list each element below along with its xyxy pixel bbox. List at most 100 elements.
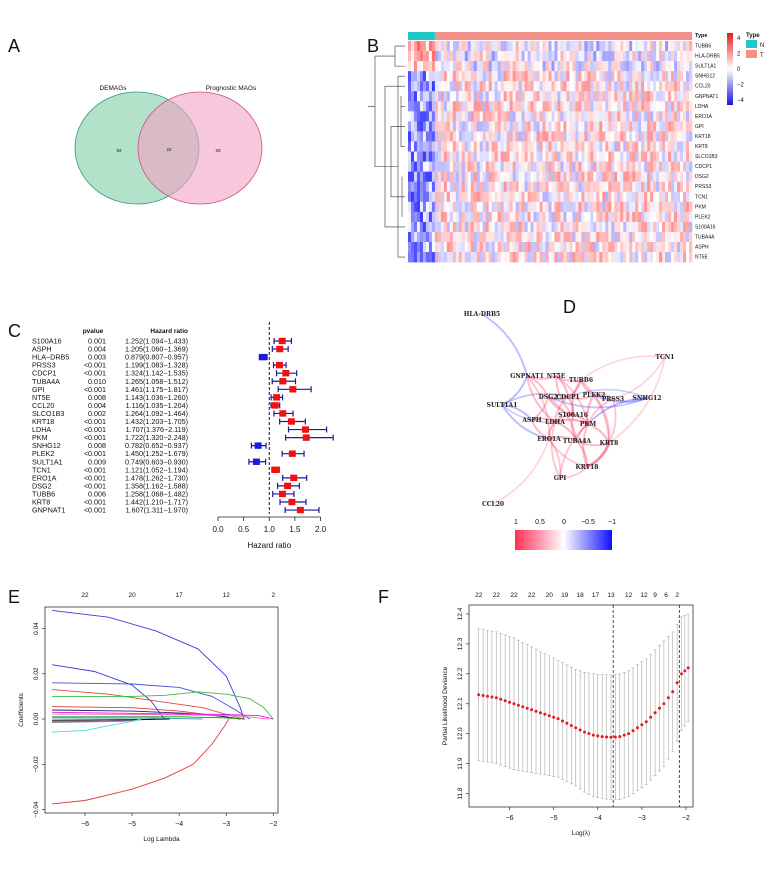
heatmap-cell — [569, 81, 573, 92]
heatmap-cell — [473, 231, 478, 243]
heatmap-cell — [416, 41, 421, 52]
heatmap-cell — [635, 51, 639, 62]
hazard-ratio-marker — [275, 361, 283, 369]
heatmap-cell — [572, 231, 576, 243]
heatmap-cell — [629, 181, 633, 193]
correlation-edge — [608, 356, 666, 444]
heatmap-cell — [431, 131, 436, 142]
heatmap-cell — [437, 81, 442, 92]
heatmap-cell — [662, 41, 666, 52]
heatmap-cell — [575, 231, 579, 243]
heatmap-cell — [581, 161, 585, 172]
heatmap-cell — [410, 191, 415, 203]
heatmap-cell — [458, 191, 463, 203]
heatmap-cell — [560, 131, 564, 142]
heatmap-cell — [551, 252, 555, 263]
heatmap-cell — [605, 61, 609, 72]
heatmap-cell — [557, 201, 561, 213]
heatmap-cell — [587, 81, 591, 92]
heatmap-cell — [569, 131, 573, 142]
heatmap-cell — [584, 131, 588, 142]
heatmap-cell — [521, 242, 525, 253]
heatmap-cell — [635, 101, 639, 112]
heatmap-cell — [623, 201, 627, 213]
heatmap-cell — [566, 211, 570, 223]
heatmap-cell — [545, 81, 549, 92]
heatmap-cell — [620, 211, 624, 223]
heatmap-cell — [497, 211, 501, 223]
heatmap-cell — [464, 201, 469, 213]
top-axis-label: 20 — [128, 592, 136, 599]
heatmap-row-label: CCL20 — [695, 84, 711, 90]
heatmap-cell — [479, 211, 484, 223]
heatmap-cell — [443, 81, 448, 92]
correlation-edge — [547, 396, 578, 442]
heatmap-cell — [542, 242, 546, 253]
heatmap-cell — [605, 171, 609, 182]
heatmap-cell — [551, 81, 555, 92]
heatmap-cell — [593, 211, 597, 223]
heatmap-cell — [452, 81, 457, 92]
heatmap-cell — [671, 221, 675, 233]
heatmap-cell — [533, 151, 537, 162]
heatmap-cell — [416, 252, 421, 263]
heatmap-cell — [470, 91, 475, 102]
heatmap-cell — [536, 121, 540, 132]
heatmap-cell — [584, 111, 588, 122]
heatmap-cell — [470, 101, 475, 112]
heatmap-cell — [473, 61, 478, 72]
heatmap-cell — [536, 151, 540, 162]
x-tick-label: 1.0 — [264, 525, 276, 534]
heatmap-cell — [602, 242, 606, 253]
heatmap-cell — [422, 141, 427, 152]
heatmap-cell — [428, 181, 433, 193]
heatmap-cell — [593, 161, 597, 172]
heatmap-cell — [617, 252, 621, 263]
heatmap-cell — [464, 211, 469, 223]
correlation-edge — [582, 423, 589, 468]
heatmap-cell — [476, 221, 481, 233]
heatmap-cell — [680, 121, 684, 132]
heatmap-cell — [494, 41, 498, 52]
heatmap-cell — [599, 191, 603, 203]
heatmap-cell — [551, 211, 555, 223]
heatmap-row-label: PKM — [695, 204, 706, 210]
heatmap-cell — [410, 211, 415, 223]
heatmap-cell — [428, 121, 433, 132]
heatmap-cell — [590, 111, 594, 122]
heatmap-cell — [518, 61, 522, 72]
heatmap-cell — [605, 242, 609, 253]
heatmap-cell — [674, 61, 678, 72]
heatmap-cell — [503, 191, 507, 203]
heatmap-cell — [416, 242, 421, 253]
heatmap-cell — [551, 61, 555, 72]
heatmap-cell — [554, 201, 558, 213]
heatmap-cell — [506, 81, 510, 92]
heatmap-cell — [623, 101, 627, 112]
correlation-edge — [481, 313, 528, 377]
cv-deviance-point — [635, 726, 639, 730]
heatmap-cell — [662, 101, 666, 112]
heatmap-cell — [551, 41, 555, 52]
heatmap-cell — [602, 231, 606, 243]
heatmap-cell — [521, 81, 525, 92]
heatmap-cell — [644, 91, 648, 102]
heatmap-cell — [455, 191, 460, 203]
heatmap-cell — [422, 181, 427, 193]
heatmap-cell — [500, 51, 504, 62]
network-node-label: CDCP1 — [556, 394, 579, 401]
heatmap-cell — [527, 191, 531, 203]
heatmap-cell — [545, 211, 549, 223]
heatmap-cell — [449, 91, 454, 102]
correlation-edge — [559, 466, 588, 479]
hazard-ratio-text: 1.143(1.036−1.260) — [125, 393, 188, 402]
heatmap-cell — [626, 121, 630, 132]
cv-deviance-point — [600, 735, 604, 739]
heatmap-cell — [668, 191, 672, 203]
heatmap-cell — [680, 221, 684, 233]
heatmap-cell — [542, 41, 546, 52]
heatmap-cell — [644, 81, 648, 92]
network-node-label: HLA-DRB5 — [464, 311, 500, 318]
correlation-edge — [580, 379, 595, 396]
heatmap-cell — [656, 61, 660, 72]
